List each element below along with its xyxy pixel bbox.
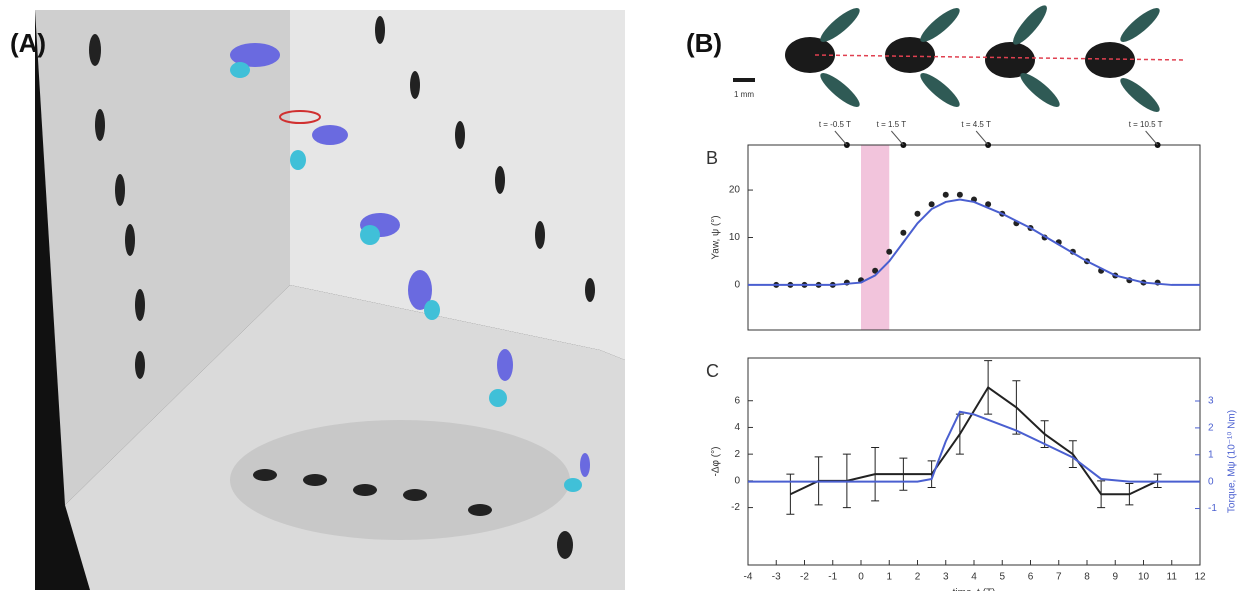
y-tick-label: 0: [734, 280, 740, 291]
data-point: [956, 191, 963, 198]
error-bar: [1068, 440, 1077, 469]
error-bar: [899, 457, 908, 491]
data-point: [872, 267, 879, 274]
y2-axis-label: Torque, Mψ (10⁻¹⁰ Nm): [1227, 410, 1238, 513]
time-label: t = -0.5 T: [819, 120, 851, 129]
floor-shadow: [230, 420, 570, 540]
highlight-span: [861, 145, 890, 330]
y-axis-label: Yaw, ψ (°): [711, 215, 722, 259]
y2-tick-label: 2: [1208, 423, 1214, 434]
error-bar: [1097, 480, 1106, 509]
panel-label: (B): [686, 28, 722, 58]
x-tick-label: 11: [1167, 572, 1178, 583]
error-bar: [786, 473, 795, 515]
plot-frame: [747, 144, 1201, 331]
panel-a-scene: [35, 10, 625, 590]
panel-label: C: [706, 361, 719, 381]
error-bar: [871, 446, 880, 502]
y-tick-label: 6: [734, 395, 740, 406]
x-tick-label: 9: [1112, 572, 1118, 583]
fly-silhouettes: [89, 16, 595, 559]
data-point: [985, 201, 992, 208]
back-wall: [35, 10, 625, 360]
series-line: [748, 410, 1200, 483]
error-bar: [1012, 380, 1021, 435]
panel-label: B: [706, 148, 718, 168]
fly-snapshots: [733, 5, 1186, 112]
time-label: t = 4.5 T: [961, 120, 991, 129]
y-tick-label: -2: [731, 502, 740, 513]
y2-tick-label: 3: [1208, 396, 1214, 407]
y-tick-label: 0: [734, 476, 740, 487]
error-bar: [984, 360, 993, 415]
time-marker-leader: [1145, 130, 1159, 146]
time-label: t = 10.5 T: [1129, 120, 1163, 129]
x-tick-label: 3: [943, 572, 949, 583]
error-bar: [1125, 483, 1134, 506]
x-tick-label: 8: [1084, 572, 1090, 583]
y2-tick-label: -1: [1208, 503, 1217, 514]
series-line: [748, 198, 1200, 286]
x-tick-label: 4: [971, 572, 977, 583]
time-marker-leader: [834, 130, 848, 146]
time-marker-leader: [975, 130, 989, 146]
plot-frame: [747, 357, 1201, 566]
series-line: [789, 385, 1159, 496]
scale-bar-label: 1 mm: [734, 90, 754, 99]
x-tick-label: -3: [772, 572, 781, 583]
x-tick-label: 12: [1194, 572, 1206, 583]
x-tick-label: 6: [1028, 572, 1034, 583]
y2-tick-label: 1: [1208, 449, 1214, 460]
x-tick-label: 2: [915, 572, 921, 583]
x-tick-label: 10: [1138, 572, 1150, 583]
error-bar: [955, 413, 964, 455]
y-tick-label: 4: [734, 422, 740, 433]
data-point: [928, 201, 935, 208]
data-point: [900, 229, 907, 236]
y-tick-label: 10: [729, 232, 741, 243]
x-axis-label: time, t (T): [953, 588, 996, 591]
panel-label: (A): [10, 28, 46, 58]
x-tick-label: -4: [744, 572, 753, 583]
error-bar: [927, 460, 936, 489]
time-marker-leader: [890, 130, 904, 146]
data-point: [914, 210, 921, 217]
x-tick-label: 1: [886, 572, 892, 583]
time-label: t = 1.5 T: [877, 120, 907, 129]
x-tick-label: 0: [858, 572, 864, 583]
x-tick-label: 5: [999, 572, 1005, 583]
x-tick-label: 7: [1056, 572, 1062, 583]
data-point: [886, 248, 893, 255]
model-fly-icons: [230, 43, 590, 492]
x-tick-label: -2: [800, 572, 809, 583]
y-tick-label: 20: [729, 185, 741, 196]
y-tick-label: 2: [734, 449, 740, 460]
x-tick-label: -1: [828, 572, 837, 583]
y-axis-label: -Δφ (°): [711, 447, 722, 477]
data-point: [942, 191, 949, 198]
y2-tick-label: 0: [1208, 476, 1214, 487]
